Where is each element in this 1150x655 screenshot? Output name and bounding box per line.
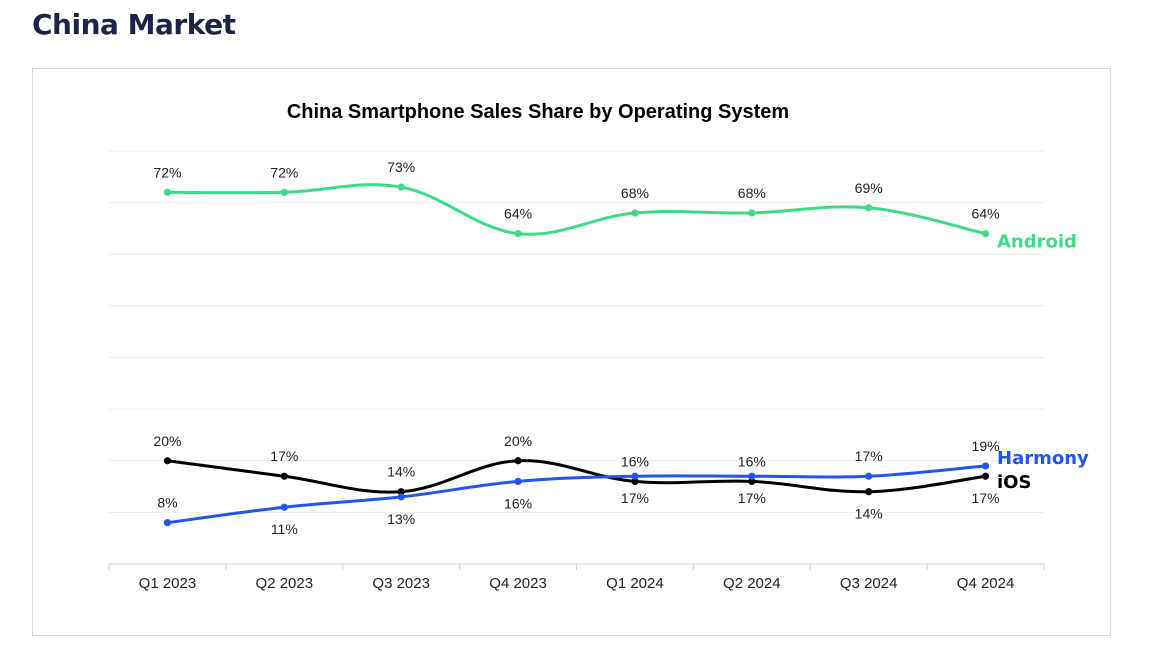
- data-label-android: 72%: [153, 164, 181, 180]
- series-name-harmony: Harmony: [997, 448, 1089, 469]
- x-tick-label: Q4 2024: [957, 575, 1015, 592]
- page-title: China Market: [32, 8, 236, 41]
- series-name-android: Android: [997, 232, 1077, 253]
- data-point-harmony: [981, 462, 990, 470]
- data-point-harmony: [280, 503, 288, 511]
- data-point-harmony: [748, 472, 756, 480]
- data-label-harmony: 8%: [157, 495, 177, 511]
- data-point-android: [981, 230, 990, 238]
- data-label-ios: 14%: [855, 506, 883, 522]
- data-label-harmony: 13%: [387, 511, 415, 527]
- data-label-ios: 16%: [738, 453, 766, 469]
- data-point-harmony: [865, 472, 873, 480]
- chart-title: China Smartphone Sales Share by Operatin…: [287, 101, 789, 123]
- data-point-ios: [163, 457, 172, 465]
- data-label-ios: 20%: [153, 433, 181, 449]
- data-point-ios: [631, 477, 639, 485]
- x-tick-label: Q3 2024: [840, 575, 898, 592]
- data-label-ios: 17%: [972, 490, 1000, 506]
- data-label-ios: 17%: [270, 448, 298, 464]
- data-label-android: 68%: [621, 185, 649, 201]
- data-point-ios: [397, 488, 405, 496]
- x-tick-label: Q1 2023: [139, 575, 197, 592]
- data-label-ios: 20%: [504, 433, 532, 449]
- data-point-harmony: [397, 493, 405, 501]
- data-point-android: [163, 188, 172, 196]
- x-tick-label: Q4 2023: [489, 575, 547, 592]
- data-label-ios: 16%: [621, 453, 649, 469]
- data-point-ios: [865, 488, 873, 496]
- x-tick-label: Q3 2023: [372, 575, 430, 592]
- data-point-android: [397, 183, 405, 191]
- x-tick-label: Q2 2024: [723, 575, 781, 592]
- data-label-android: 69%: [855, 180, 883, 196]
- data-point-android: [514, 230, 522, 238]
- x-tick-label: Q1 2024: [606, 575, 664, 592]
- data-label-harmony: 17%: [738, 490, 766, 506]
- series-line-android: [167, 183, 986, 236]
- data-point-ios: [748, 477, 756, 485]
- data-label-android: 73%: [387, 159, 415, 175]
- data-label-ios: 14%: [387, 464, 415, 480]
- chart-card: China Smartphone Sales Share by Operatin…: [32, 68, 1111, 636]
- series-name-ios: iOS: [997, 472, 1031, 493]
- data-label-android: 64%: [972, 206, 1000, 222]
- data-label-harmony: 16%: [504, 495, 532, 511]
- data-label-harmony: 17%: [855, 448, 883, 464]
- data-label-android: 64%: [504, 206, 532, 222]
- data-point-ios: [981, 472, 990, 480]
- data-label-android: 68%: [738, 185, 766, 201]
- data-point-android: [748, 209, 756, 217]
- data-point-harmony: [163, 519, 172, 527]
- data-label-harmony: 19%: [972, 438, 1000, 454]
- data-point-ios: [514, 457, 522, 465]
- data-point-android: [631, 209, 639, 217]
- data-label-harmony: 11%: [271, 521, 298, 537]
- data-point-ios: [280, 472, 288, 480]
- data-label-android: 72%: [270, 164, 298, 180]
- data-point-android: [865, 204, 873, 212]
- data-point-harmony: [631, 472, 639, 480]
- series-line-harmony: [167, 464, 986, 525]
- line-chart: China Smartphone Sales Share by Operatin…: [108, 101, 1089, 592]
- data-label-harmony: 17%: [621, 490, 649, 506]
- data-point-android: [280, 188, 288, 196]
- x-tick-label: Q2 2023: [256, 575, 314, 592]
- series-line-ios: [167, 459, 986, 494]
- data-point-harmony: [514, 477, 522, 485]
